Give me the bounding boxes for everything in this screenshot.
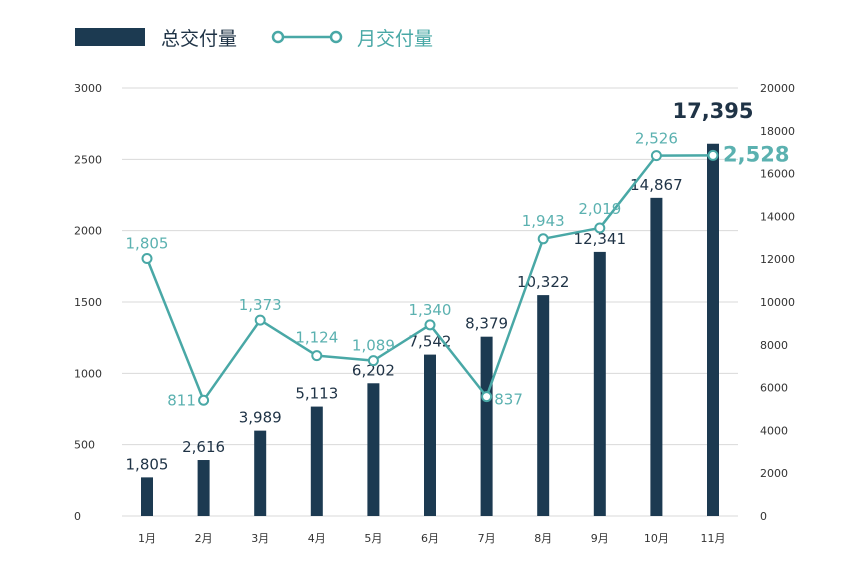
line-value-label: 1,373 [239,296,282,314]
right-tick-label: 4000 [760,424,788,437]
category-label: 3月 [251,532,269,545]
line-value-label: 2,526 [635,130,678,148]
legend-bar-swatch [75,28,145,46]
bar [424,354,436,516]
left-axis-ticks: 0 500 1000 1500 2000 2500 3000 [74,82,102,523]
line-value-label: 2,528 [723,142,789,166]
right-tick-label: 16000 [760,168,795,181]
category-label: 11月 [701,532,726,545]
right-tick-label: 10000 [760,296,795,309]
left-tick-label: 500 [74,439,95,452]
category-label: 7月 [478,532,496,545]
left-tick-label: 3000 [74,82,102,95]
category-label: 6月 [421,532,439,545]
category-labels: 1月 2月 3月 4月 5月 6月 7月 8月 9月 10月 11月 [138,532,726,545]
category-label: 2月 [195,532,213,545]
bar [707,143,719,516]
left-tick-label: 1500 [74,296,102,309]
category-label: 5月 [364,532,382,545]
line-point [198,394,210,406]
right-tick-label: 14000 [760,210,795,223]
left-tick-label: 1000 [74,367,102,380]
category-label: 1月 [138,532,156,545]
category-label: 8月 [534,532,552,545]
bar-value-label: 2,616 [182,438,225,456]
category-label: 9月 [591,532,609,545]
bar [254,430,267,516]
bar-value-label: 5,113 [295,385,338,403]
right-tick-label: 6000 [760,382,788,395]
line-labels: 1,805 811 1,373 1,124 1,089 1,340 837 1,943 2,01… [126,130,790,410]
bar [141,477,153,516]
bar [367,383,380,516]
left-tick-label: 2500 [74,153,102,166]
line-point [311,350,323,362]
right-tick-label: 18000 [760,125,795,138]
bar-labels: 1,8052,6163,9895,1136,2027,5428,37910,32… [126,99,754,473]
line-point [650,150,662,162]
legend-line-marker-left [271,30,285,44]
line-value-label: 811 [167,391,196,409]
right-tick-label: 12000 [760,253,795,266]
bar [650,197,663,517]
left-tick-label: 0 [74,510,81,523]
bar-value-label: 6,202 [352,361,395,379]
category-label: 4月 [308,532,326,545]
line-point [594,222,606,234]
bar [593,251,606,517]
right-tick-label: 20000 [760,82,795,95]
line-value-label: 1,340 [409,301,452,319]
line-point [367,355,379,367]
bar-series [141,143,719,517]
bar [480,336,493,516]
line-series [141,149,719,406]
line-point [141,252,153,264]
bar [537,295,550,516]
legend: 总交付量 月交付量 [75,28,433,50]
bar-value-label: 17,395 [672,99,753,123]
line-value-label: 1,805 [126,234,169,252]
line-value-label: 1,943 [522,212,565,230]
category-label: 10月 [644,532,669,545]
left-tick-label: 2000 [74,225,102,238]
line-point [481,391,493,403]
line-point [707,149,719,161]
bar-value-label: 12,341 [574,230,627,248]
bar-value-label: 8,379 [465,315,508,333]
bar-value-label: 1,805 [126,455,169,473]
line-value-label: 1,089 [352,337,395,355]
line-point [537,233,549,245]
line-value-label: 2,019 [578,200,621,218]
bar [197,460,210,516]
right-tick-label: 0 [760,510,767,523]
bar-value-label: 3,989 [239,409,282,427]
legend-line-marker-right [329,30,343,44]
bar [310,406,323,516]
line-point [424,319,436,331]
line-value-label: 1,124 [295,329,338,347]
line-value-label: 837 [494,391,523,409]
line-point [254,314,266,326]
legend-label-monthly: 月交付量 [357,28,433,50]
bar-value-label: 14,867 [630,176,683,194]
right-axis-ticks: 0 2000 4000 6000 8000 10000 12000 14000 16000 180… [760,82,795,523]
right-tick-label: 2000 [760,467,788,480]
legend-label-total: 总交付量 [161,28,237,50]
right-tick-label: 8000 [760,339,788,352]
